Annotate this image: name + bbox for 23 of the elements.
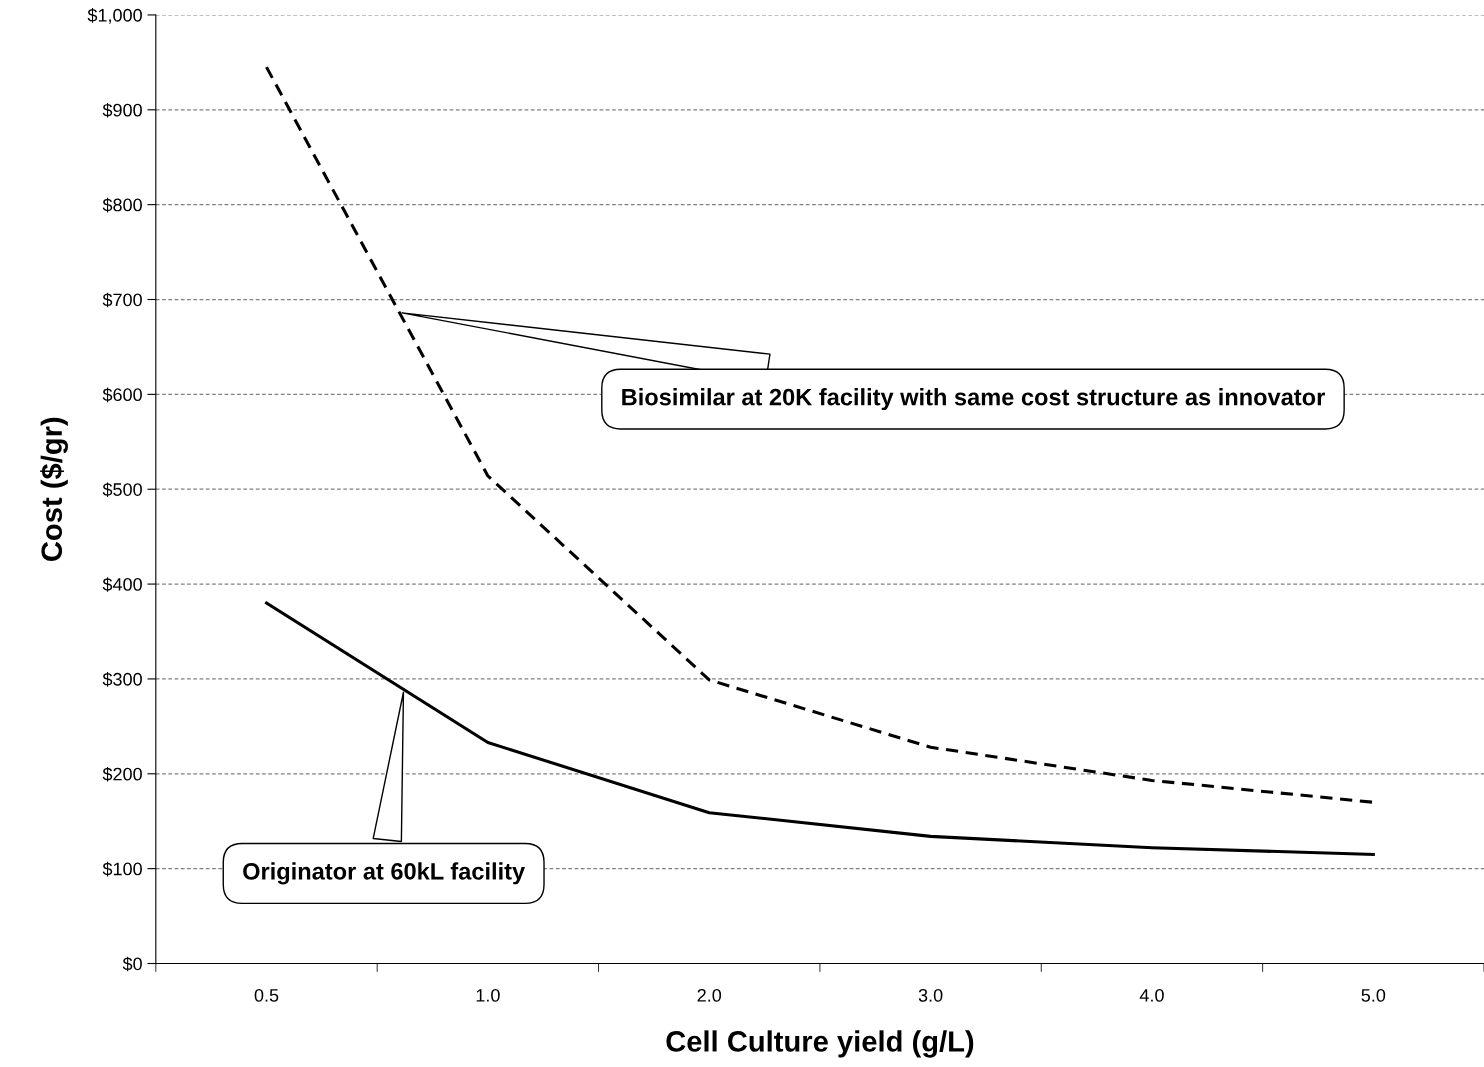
y-tick-label: $300 bbox=[102, 672, 142, 687]
y-tick-label: $0 bbox=[122, 956, 142, 972]
x-tick-label: 1.0 bbox=[476, 988, 500, 1002]
x-tick-label: 4.0 bbox=[1139, 988, 1164, 1002]
y-tick-label: $500 bbox=[102, 482, 142, 498]
y-axis-title: Cost ($/gr) bbox=[40, 417, 68, 561]
y-tick-label: $200 bbox=[102, 766, 142, 782]
text: Biosimilar at 20K facility with same cost structure as innovator bbox=[622, 388, 1325, 411]
y-tick-label: $700 bbox=[102, 292, 142, 308]
y-tick-label: $400 bbox=[102, 577, 142, 592]
x-axis-title: Cell Culture yield (g/L) bbox=[666, 1030, 974, 1058]
y-tick-label: $600 bbox=[102, 387, 142, 403]
y-tick-label: $900 bbox=[102, 102, 142, 118]
line-series bbox=[264, 65, 1375, 804]
x-tick-label: 5.0 bbox=[1361, 988, 1386, 1002]
y-tick-label: $100 bbox=[102, 861, 142, 877]
text: Originator at 60kL facility bbox=[243, 862, 526, 885]
y-tick-label: $800 bbox=[102, 197, 142, 213]
x-tick-label: 3.0 bbox=[918, 988, 943, 1002]
x-tick-label: 0.5 bbox=[254, 988, 279, 1002]
y-tick-label: $1,000 bbox=[87, 8, 142, 24]
x-tick-label: 2.0 bbox=[697, 988, 722, 1002]
line-series bbox=[264, 601, 1375, 856]
